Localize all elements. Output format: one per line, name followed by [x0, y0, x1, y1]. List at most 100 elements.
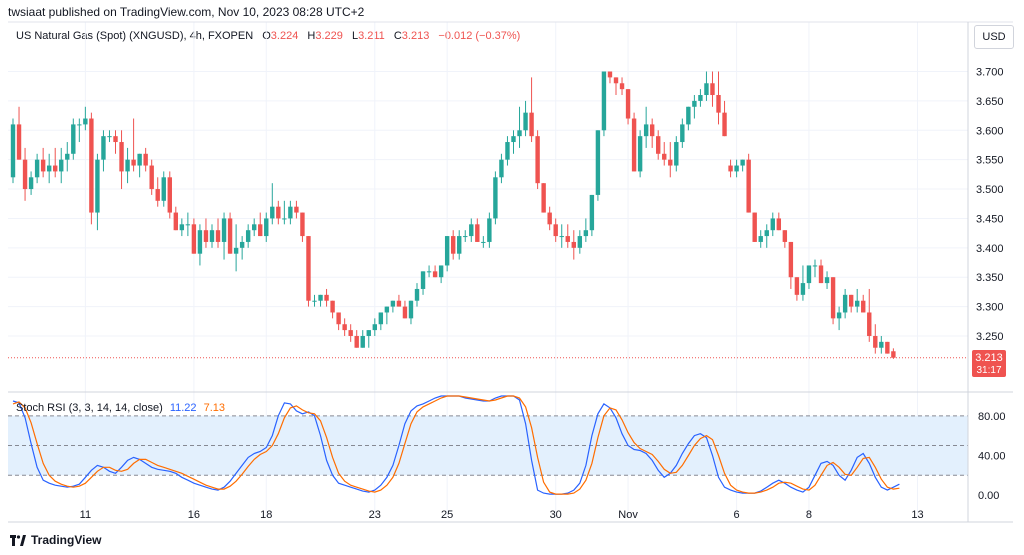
change-value: −0.012 (−0.37%) [438, 30, 521, 42]
candle-body [432, 271, 438, 278]
candle-body [734, 165, 739, 172]
currency-button[interactable]: USD [974, 25, 1014, 49]
price-tick-label: 3.450 [976, 213, 1004, 225]
price-tick-label: 3.250 [976, 331, 1004, 343]
candle-body [396, 300, 402, 307]
candle-body [330, 300, 335, 313]
candle-body [770, 218, 775, 231]
candle-body [227, 218, 233, 254]
high-label: H [307, 30, 316, 42]
time-tick-label: 16 [188, 509, 200, 521]
candle-body [782, 230, 788, 242]
candle-body [662, 153, 667, 160]
candle-body [137, 153, 142, 166]
price-tick-label: 3.550 [976, 155, 1004, 167]
candle-body [637, 136, 643, 172]
candle-body [680, 124, 685, 143]
candle-body [324, 294, 329, 301]
candle-body [270, 206, 275, 219]
candle-body [143, 153, 148, 166]
candle-body [28, 177, 34, 190]
candle-body [656, 136, 661, 154]
candle-body [565, 236, 570, 242]
stoch-legend: Stoch RSI (3, 3, 14, 14, close) 11.22 7.… [16, 402, 225, 414]
candle-body [239, 241, 245, 248]
candle-body [390, 300, 396, 307]
candle-body [209, 230, 215, 242]
candle-body [523, 112, 528, 131]
candle-body [475, 224, 480, 242]
stoch-tick-label: 80.00 [978, 411, 1006, 423]
candle-body [553, 224, 558, 237]
candle-body [282, 218, 287, 220]
candle-body [842, 294, 848, 313]
candle-body [197, 230, 203, 254]
tick-labels: 3.250 3.300 3.350 3.400 3.450 3.500 3.550 3.600… [80, 67, 1006, 521]
candle-body [631, 118, 637, 172]
open-value: 3.224 [270, 30, 299, 42]
candle-body [34, 159, 40, 178]
candle-body [300, 212, 305, 237]
candle-body [493, 177, 498, 219]
candle-body [867, 312, 872, 336]
candle-body [891, 351, 896, 358]
candle-body [788, 241, 794, 278]
candle-body [348, 330, 353, 336]
candle-body [245, 230, 251, 242]
candle-body [252, 224, 257, 231]
candle-series [10, 71, 896, 359]
candle-body [46, 165, 52, 172]
price-tick-label: 3.700 [976, 67, 1004, 79]
candle-body [800, 283, 806, 295]
candle-body [529, 112, 534, 137]
candle-body [625, 89, 631, 119]
candle-body [89, 118, 94, 213]
low-value: 3.211 [358, 30, 385, 42]
candle-body [547, 212, 552, 225]
stoch-d-line [12, 395, 900, 495]
candle-body [40, 159, 46, 172]
close-value: 3.213 [401, 30, 430, 42]
candle-body [173, 212, 179, 231]
candle-body [342, 324, 347, 331]
candle-body [125, 159, 130, 172]
candle-body [65, 153, 70, 160]
candle-body [402, 306, 408, 319]
candle-body [487, 218, 492, 242]
price-tag: 3.213 31:17 [972, 350, 1006, 377]
candle-body [83, 118, 88, 125]
candle-body [698, 95, 703, 101]
candle-body [836, 312, 842, 319]
candle-body [167, 177, 172, 213]
candle-body [336, 312, 341, 325]
candle-body [649, 124, 655, 137]
candle-body [53, 165, 58, 172]
price-tag-countdown: 31:17 [976, 365, 1001, 376]
candle-body [879, 341, 884, 348]
candle-body [752, 212, 757, 242]
brand-name: TradingView [31, 533, 102, 547]
candle-body [722, 112, 727, 137]
candle-body [203, 230, 209, 242]
low-label: L [351, 30, 359, 42]
stoch-label: Stoch RSI (3, 3, 14, 14, close) [16, 402, 163, 414]
candle-body [704, 83, 709, 96]
candle-body [372, 324, 377, 331]
candle-body [59, 159, 64, 172]
candle-body [318, 294, 323, 301]
candle-body [601, 71, 607, 131]
price-tick-label: 3.500 [976, 184, 1004, 196]
candle-body [438, 265, 444, 278]
candle-body [535, 136, 540, 184]
tradingview-logo[interactable]: TradingView [10, 533, 101, 547]
candle-body [276, 206, 281, 219]
candle-body [758, 236, 763, 242]
candle-body [668, 159, 673, 166]
candle-body [384, 306, 390, 313]
candle-body [215, 230, 221, 242]
price-tick-label: 3.350 [976, 272, 1004, 284]
candle-body [420, 271, 426, 289]
candle-body [161, 177, 166, 201]
candle-body [10, 124, 16, 178]
